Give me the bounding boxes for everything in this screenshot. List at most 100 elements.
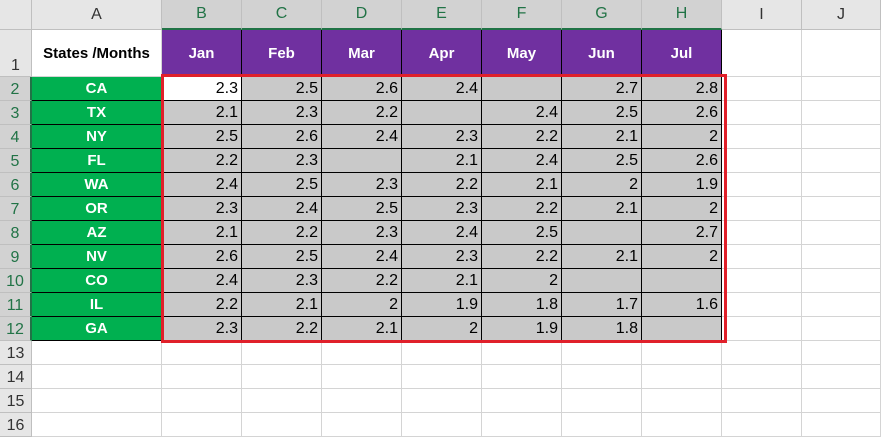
data-cell[interactable]: 2.4: [482, 101, 562, 125]
cell[interactable]: [402, 365, 482, 389]
cell[interactable]: [802, 173, 881, 197]
data-cell[interactable]: 2.4: [322, 245, 402, 269]
cell[interactable]: [802, 317, 881, 341]
column-header-g[interactable]: G: [562, 0, 642, 30]
month-header-cell[interactable]: Feb: [242, 30, 322, 77]
cell[interactable]: [242, 365, 322, 389]
data-cell[interactable]: 1.9: [642, 173, 722, 197]
data-cell[interactable]: 2.3: [402, 197, 482, 221]
data-cell[interactable]: 2.1: [242, 293, 322, 317]
cell[interactable]: [482, 365, 562, 389]
data-cell[interactable]: 2.1: [162, 221, 242, 245]
cell[interactable]: [322, 389, 402, 413]
data-cell[interactable]: 2.1: [562, 125, 642, 149]
data-cell[interactable]: [562, 221, 642, 245]
cell[interactable]: [482, 389, 562, 413]
data-cell[interactable]: 2.4: [242, 197, 322, 221]
data-cell[interactable]: 2: [322, 293, 402, 317]
data-cell[interactable]: 2.4: [402, 77, 482, 101]
cell[interactable]: [722, 30, 802, 77]
data-cell[interactable]: 2: [642, 245, 722, 269]
state-cell[interactable]: CO: [32, 269, 162, 293]
data-cell[interactable]: 2.1: [162, 101, 242, 125]
cell[interactable]: [802, 77, 881, 101]
data-cell[interactable]: [482, 77, 562, 101]
data-cell[interactable]: 2.4: [482, 149, 562, 173]
data-cell[interactable]: 2.4: [162, 269, 242, 293]
cell[interactable]: [722, 173, 802, 197]
month-header-cell[interactable]: Mar: [322, 30, 402, 77]
cell[interactable]: [162, 365, 242, 389]
cell[interactable]: [722, 389, 802, 413]
cell[interactable]: [402, 389, 482, 413]
cell[interactable]: [642, 389, 722, 413]
state-cell[interactable]: TX: [32, 101, 162, 125]
cell[interactable]: [242, 389, 322, 413]
data-cell[interactable]: 2.5: [562, 149, 642, 173]
row-header-16[interactable]: 16: [0, 413, 32, 437]
data-cell[interactable]: 2: [402, 317, 482, 341]
row-header-12[interactable]: 12: [0, 317, 32, 341]
cell[interactable]: [242, 413, 322, 437]
state-cell[interactable]: IL: [32, 293, 162, 317]
row-header-8[interactable]: 8: [0, 221, 32, 245]
cell[interactable]: [322, 341, 402, 365]
cell[interactable]: [802, 365, 881, 389]
cell[interactable]: [162, 389, 242, 413]
data-cell[interactable]: 2.3: [242, 149, 322, 173]
cell[interactable]: [802, 149, 881, 173]
data-cell[interactable]: [402, 101, 482, 125]
cell[interactable]: [642, 365, 722, 389]
state-cell[interactable]: GA: [32, 317, 162, 341]
data-cell[interactable]: 1.7: [562, 293, 642, 317]
cell[interactable]: [162, 413, 242, 437]
data-cell[interactable]: 2.2: [482, 197, 562, 221]
cell[interactable]: [722, 197, 802, 221]
cell[interactable]: [162, 341, 242, 365]
row-header-6[interactable]: 6: [0, 173, 32, 197]
cell[interactable]: [802, 30, 881, 77]
data-cell[interactable]: 2.3: [242, 269, 322, 293]
state-cell[interactable]: AZ: [32, 221, 162, 245]
data-cell[interactable]: 2.3: [162, 197, 242, 221]
cell[interactable]: [802, 125, 881, 149]
data-cell[interactable]: 2.2: [242, 221, 322, 245]
data-cell[interactable]: 1.9: [482, 317, 562, 341]
month-header-cell[interactable]: Jul: [642, 30, 722, 77]
state-cell[interactable]: WA: [32, 173, 162, 197]
data-cell[interactable]: [322, 149, 402, 173]
column-header-j[interactable]: J: [802, 0, 881, 30]
data-cell[interactable]: 2.3: [322, 221, 402, 245]
data-cell[interactable]: 1.8: [562, 317, 642, 341]
cell[interactable]: [722, 221, 802, 245]
cell[interactable]: [722, 341, 802, 365]
state-cell[interactable]: NV: [32, 245, 162, 269]
data-cell[interactable]: 2.2: [482, 245, 562, 269]
cell[interactable]: [562, 341, 642, 365]
data-cell[interactable]: 2.6: [642, 149, 722, 173]
row-header-9[interactable]: 9: [0, 245, 32, 269]
data-cell[interactable]: 2.2: [162, 149, 242, 173]
cell[interactable]: [482, 341, 562, 365]
cell[interactable]: [722, 125, 802, 149]
row-header-7[interactable]: 7: [0, 197, 32, 221]
month-header-cell[interactable]: May: [482, 30, 562, 77]
data-cell[interactable]: 2.2: [242, 317, 322, 341]
cell[interactable]: [322, 413, 402, 437]
cell[interactable]: [402, 341, 482, 365]
data-cell[interactable]: 2.5: [242, 173, 322, 197]
data-cell[interactable]: 2.2: [162, 293, 242, 317]
cell[interactable]: [722, 365, 802, 389]
data-cell[interactable]: 2.4: [402, 221, 482, 245]
data-cell[interactable]: 2.6: [642, 101, 722, 125]
data-cell[interactable]: 2.3: [242, 101, 322, 125]
data-cell[interactable]: 1.8: [482, 293, 562, 317]
column-header-i[interactable]: I: [722, 0, 802, 30]
data-cell[interactable]: 1.9: [402, 293, 482, 317]
cell[interactable]: [802, 389, 881, 413]
cell[interactable]: [402, 413, 482, 437]
data-cell[interactable]: 2.1: [562, 245, 642, 269]
data-cell[interactable]: 1.6: [642, 293, 722, 317]
cell[interactable]: [802, 101, 881, 125]
cell[interactable]: [722, 413, 802, 437]
